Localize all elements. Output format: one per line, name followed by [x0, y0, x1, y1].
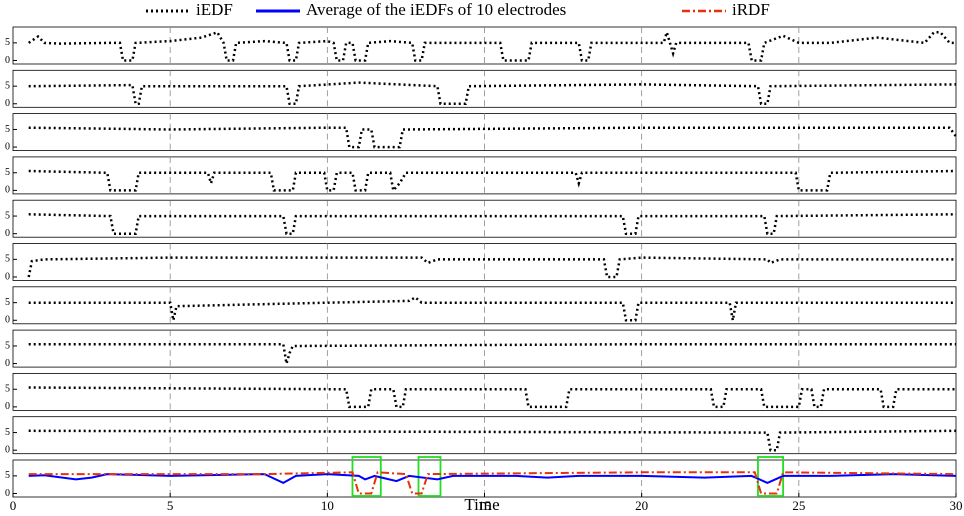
series-line	[28, 126, 958, 149]
x-tick-label: 20	[635, 498, 648, 513]
y-tick-label: 5	[5, 167, 10, 178]
series-line	[28, 429, 957, 452]
series-line	[28, 81, 957, 106]
y-tick-label: 0	[5, 444, 10, 455]
y-tick-label: 5	[5, 210, 10, 221]
y-tick-label: 5	[5, 340, 10, 351]
series-line	[28, 471, 957, 495]
y-tick-label: 0	[5, 315, 10, 326]
series-line	[27, 27, 956, 62]
y-tick-label: 5	[5, 37, 10, 48]
series-line	[28, 473, 957, 485]
y-tick-label: 0	[5, 55, 10, 66]
x-tick-label: 30	[950, 498, 963, 513]
x-tick-label: 0	[10, 498, 17, 513]
series-line	[28, 169, 957, 194]
legend-label: iRDF	[732, 0, 770, 19]
y-tick-label: 5	[5, 297, 10, 308]
y-tick-label: 0	[5, 401, 10, 412]
y-tick-label: 0	[5, 141, 10, 152]
y-tick-label: 0	[5, 228, 10, 239]
x-axis-label: Time	[464, 495, 499, 514]
series-line	[28, 295, 956, 322]
legend-label: Average of the iEDFs of 10 electrodes	[306, 0, 566, 19]
series-line	[28, 386, 956, 409]
x-tick-label: 10	[321, 498, 334, 513]
x-tick-label: 15	[478, 498, 491, 513]
y-tick-label: 0	[5, 185, 10, 196]
series-line	[28, 342, 956, 364]
y-tick-label: 5	[5, 124, 10, 135]
y-tick-label: 0	[5, 271, 10, 282]
y-tick-label: 0	[5, 98, 10, 109]
y-tick-label: 5	[5, 254, 10, 265]
legend-label: iEDF	[196, 0, 233, 19]
y-tick-label: 5	[5, 80, 10, 91]
x-tick-label: 25	[792, 498, 805, 513]
y-tick-label: 5	[5, 427, 10, 438]
x-tick-label: 5	[167, 498, 174, 513]
legend: iEDF Average of the iEDFs of 10 electrod…	[146, 0, 770, 19]
y-tick-label: 0	[5, 488, 10, 499]
series-line	[27, 256, 956, 279]
y-tick-label: 5	[5, 384, 10, 395]
series-line	[28, 213, 957, 235]
y-tick-label: 5	[5, 470, 10, 481]
y-tick-label: 0	[5, 358, 10, 369]
